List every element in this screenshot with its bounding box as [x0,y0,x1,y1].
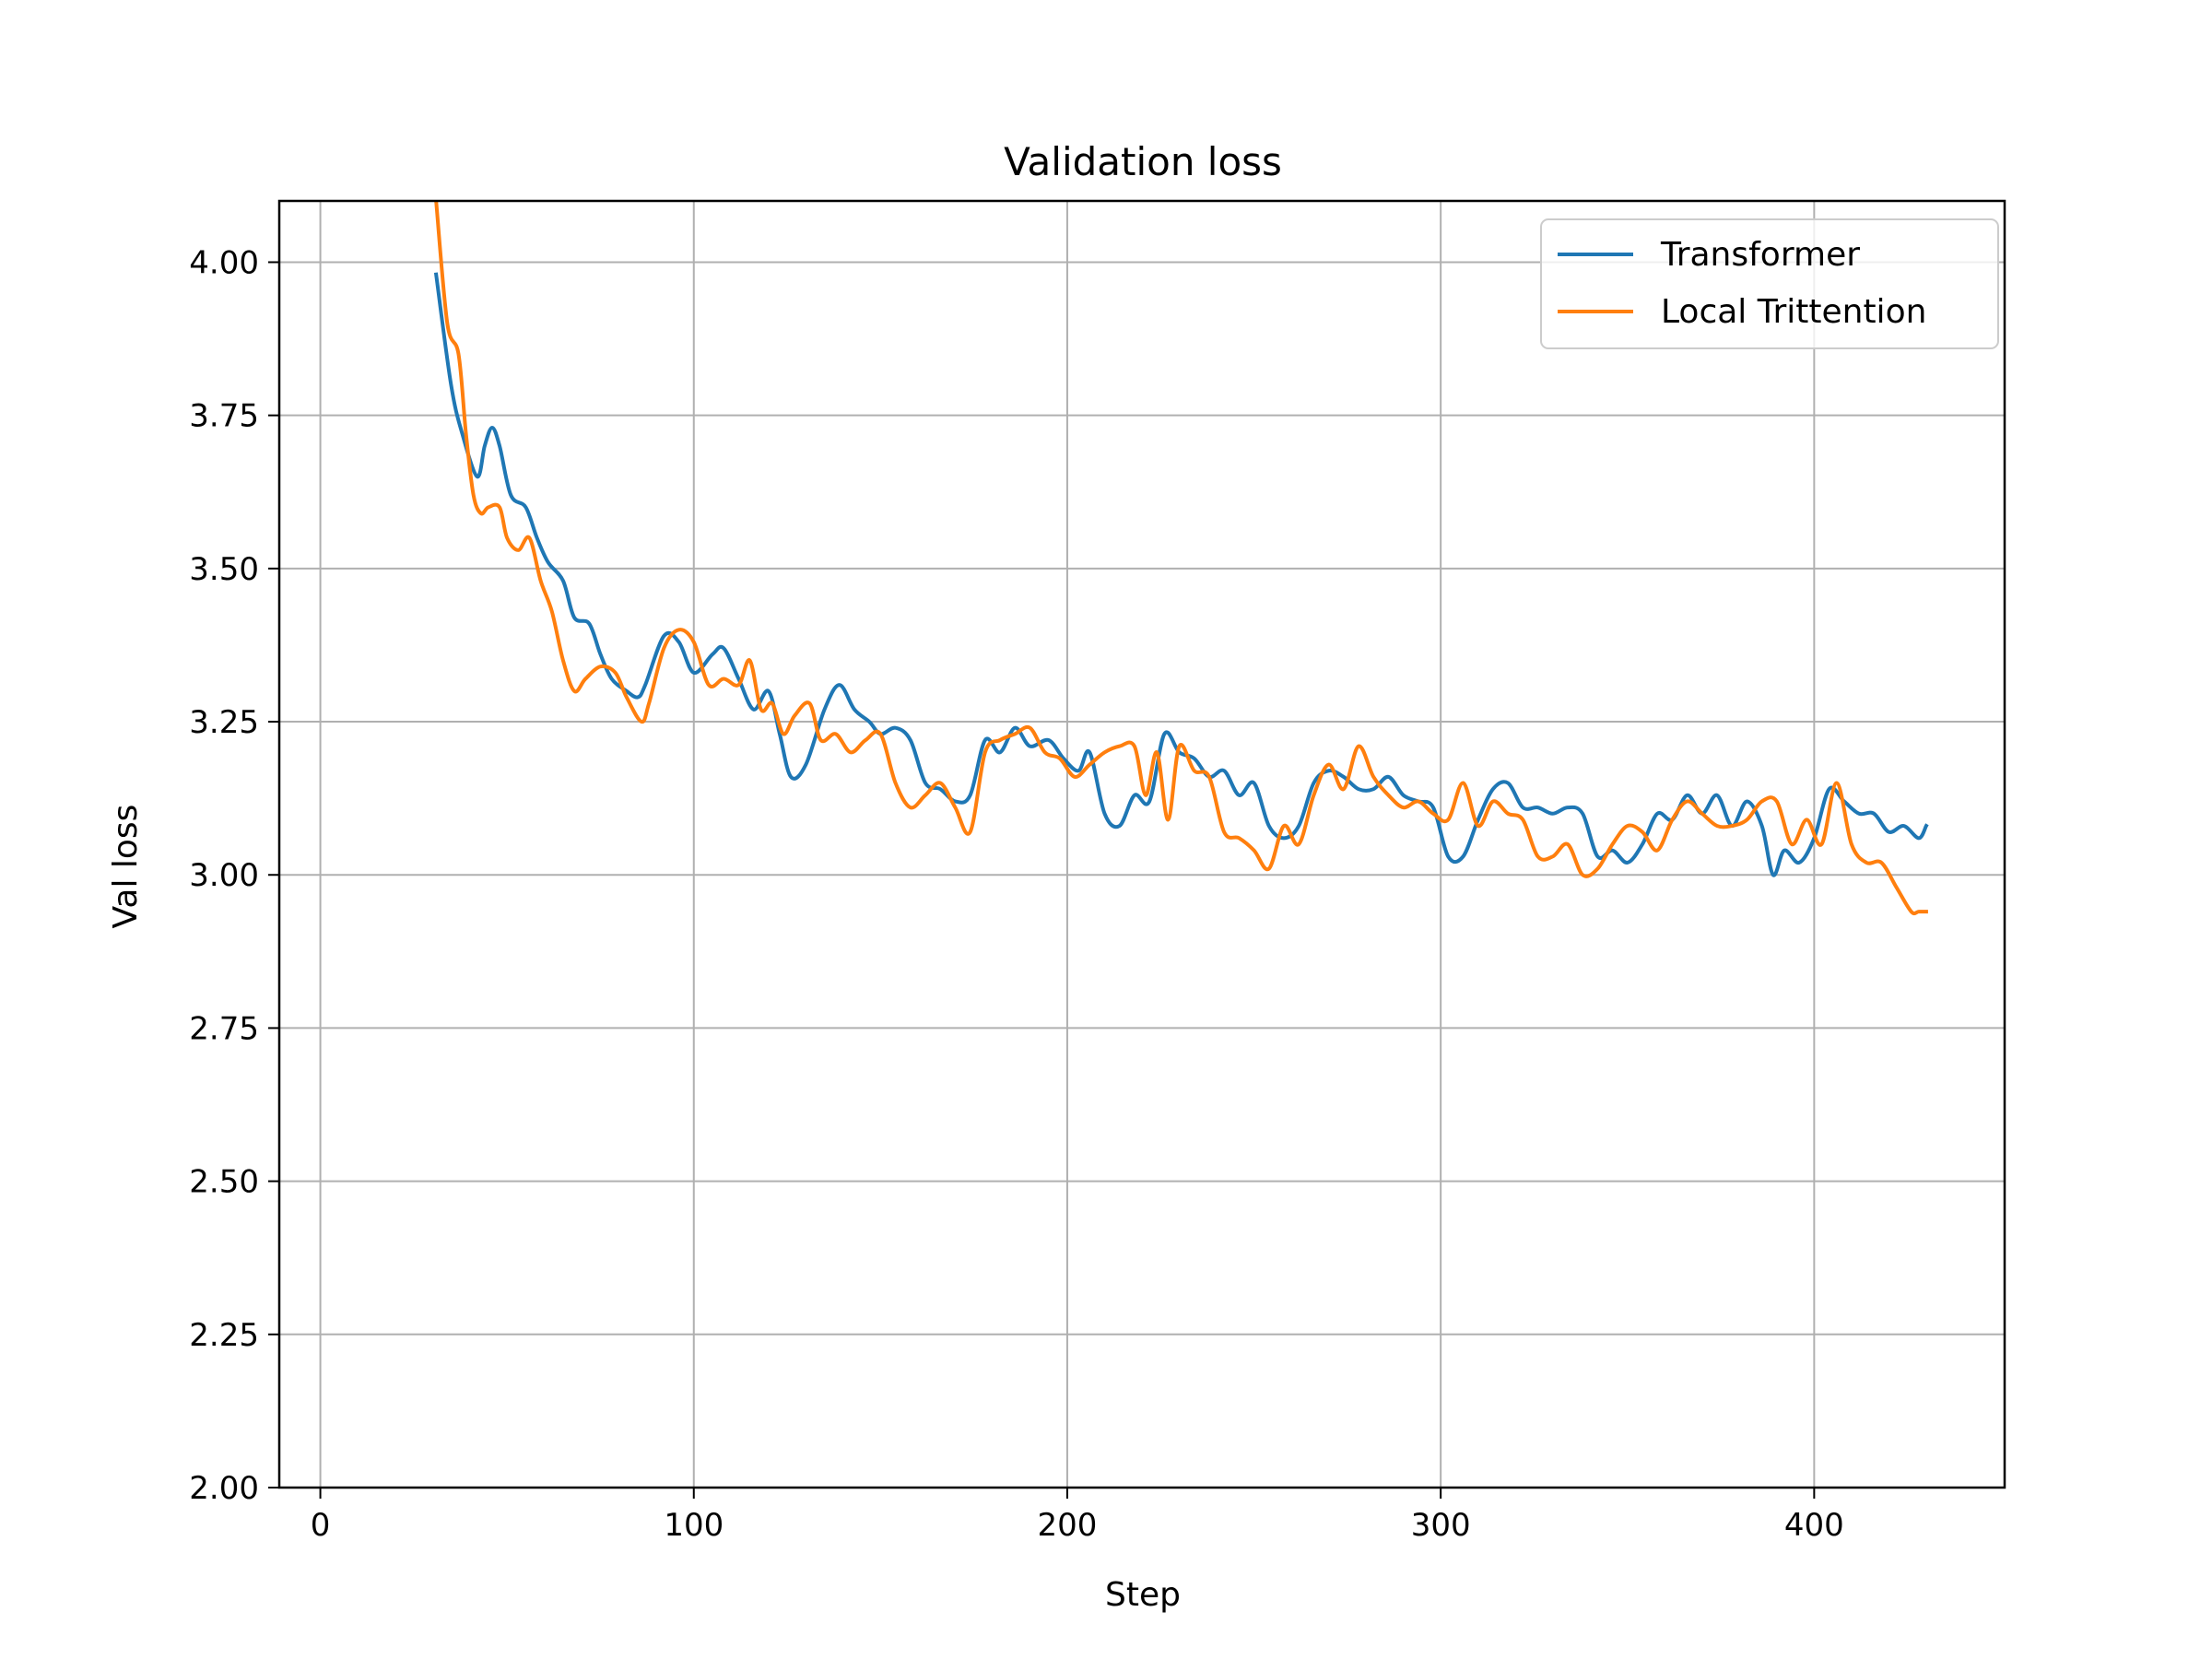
x-tick-label: 200 [1038,1507,1098,1544]
x-tick-label: 300 [1411,1507,1471,1544]
legend-label-transformer: Transformer [1660,236,1860,274]
series-line-local-trittention [434,201,1928,916]
legend: Transformer Local Trittention [1540,218,1999,349]
y-tick-label: 2.00 [189,1470,259,1507]
legend-label-local-trittention: Local Trittention [1661,293,1926,331]
y-tick-label: 2.50 [189,1164,259,1201]
y-tick-label: 3.25 [189,704,259,741]
y-tick-label: 3.75 [189,398,259,435]
y-axis-label: Val loss [107,805,145,929]
y-tick-label: 2.75 [189,1010,259,1047]
plot-frame [277,199,2006,1489]
axis-ticks: 0 100 200 300 400 2.00 2.25 2.50 2.75 3.00 3.25 3.5… [189,244,1844,1544]
chart-title: Validation loss [1004,139,1282,184]
y-tick-label: 2.25 [189,1317,259,1354]
x-tick-label: 100 [664,1507,724,1544]
grid [279,201,2005,1488]
y-tick-label: 3.00 [189,857,259,894]
y-tick-label: 3.50 [189,551,259,588]
series-line-transformer [433,272,1929,877]
x-tick-label: 0 [311,1507,331,1544]
legend-box [1540,218,1999,349]
x-axis-label: Step [1105,1576,1181,1614]
x-tick-label: 400 [1784,1507,1844,1544]
series-lines [433,201,1929,916]
y-tick-label: 4.00 [189,244,259,281]
